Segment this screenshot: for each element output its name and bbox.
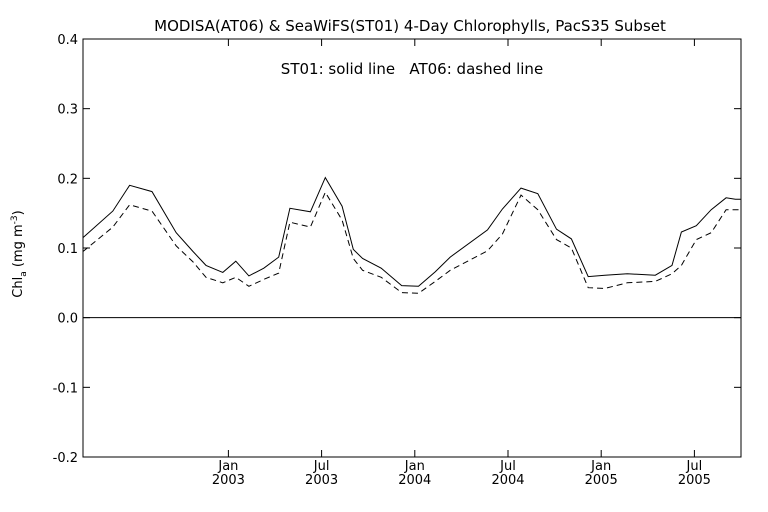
y-tick-label: 0.3 bbox=[57, 103, 78, 118]
chart-title: MODISA(AT06) & SeaWiFS(ST01) 4-Day Chlor… bbox=[154, 17, 666, 35]
x-tick-label-year: 2005 bbox=[585, 473, 618, 488]
x-tick-label-month: Jul bbox=[313, 459, 330, 474]
y-tick-label: 0.2 bbox=[57, 172, 78, 187]
y-tick-label: -0.2 bbox=[53, 451, 78, 466]
series-line-st01 bbox=[82, 176, 741, 287]
plot-frame bbox=[82, 38, 742, 458]
x-tick-label-month: Jan bbox=[217, 459, 238, 474]
x-tick-label-year: 2003 bbox=[305, 473, 338, 488]
x-tick-label-year: 2003 bbox=[212, 473, 245, 488]
x-tick-label-month: Jan bbox=[404, 459, 425, 474]
y-tick-label: -0.1 bbox=[53, 381, 78, 396]
y-tick-label: 0.1 bbox=[57, 242, 78, 257]
y-axis: 0.4 0.3 0.2 0.1 0.0 -0.1 -0.2 bbox=[53, 33, 741, 466]
x-tick-label-year: 2004 bbox=[398, 473, 431, 488]
y-tick-label: 0.0 bbox=[57, 312, 78, 327]
x-axis: Jan2003Jul2003Jan2004Jul2004Jan2005Jul20… bbox=[212, 39, 711, 488]
y-tick-label: 0.4 bbox=[57, 33, 78, 48]
y-axis-label: Chla (mg m-3) bbox=[10, 210, 29, 297]
x-tick-label-year: 2005 bbox=[678, 473, 711, 488]
plot-border bbox=[82, 38, 742, 458]
series-line-at06 bbox=[82, 191, 741, 294]
x-tick-label-month: Jul bbox=[499, 459, 516, 474]
legend-annotation: ST01: solid line AT06: dashed line bbox=[281, 60, 543, 78]
x-tick-label-month: Jul bbox=[686, 459, 703, 474]
series-layer bbox=[82, 176, 741, 294]
x-tick-label-month: Jan bbox=[590, 459, 611, 474]
x-tick-label-year: 2004 bbox=[491, 473, 524, 488]
